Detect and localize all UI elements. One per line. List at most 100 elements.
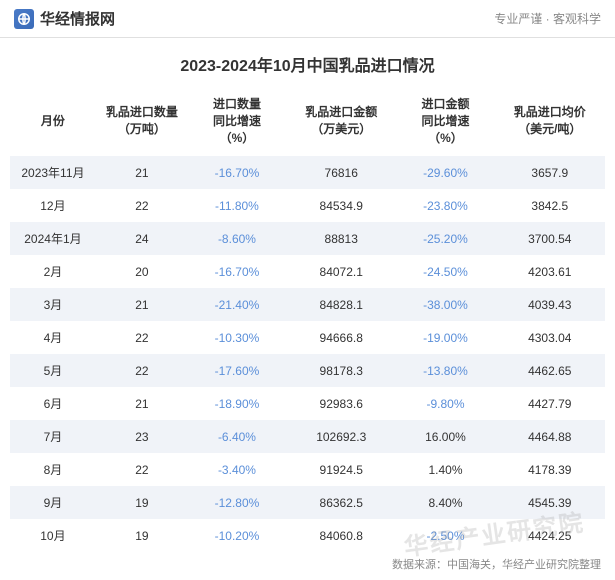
cell-val: 102692.3	[286, 420, 396, 453]
table-row: 12月22-11.80%84534.9-23.80%3842.5	[10, 189, 605, 222]
cell-avg: 4203.61	[495, 255, 605, 288]
cell-val: 92983.6	[286, 387, 396, 420]
cell-val-yoy: -9.80%	[396, 387, 494, 420]
cell-qty-yoy: -16.70%	[188, 255, 286, 288]
cell-qty-yoy: -3.40%	[188, 453, 286, 486]
cell-qty: 21	[96, 288, 188, 321]
cell-qty: 22	[96, 321, 188, 354]
cell-qty-yoy: -17.60%	[188, 354, 286, 387]
cell-month: 10月	[10, 519, 96, 552]
table-row: 7月23-6.40%102692.316.00%4464.88	[10, 420, 605, 453]
cell-month: 8月	[10, 453, 96, 486]
cell-qty-yoy: -21.40%	[188, 288, 286, 321]
cell-val-yoy: -38.00%	[396, 288, 494, 321]
cell-val: 98178.3	[286, 354, 396, 387]
cell-val: 84534.9	[286, 189, 396, 222]
cell-avg: 4178.39	[495, 453, 605, 486]
cell-qty-yoy: -11.80%	[188, 189, 286, 222]
cell-val: 76816	[286, 156, 396, 189]
cell-qty: 22	[96, 189, 188, 222]
cell-month: 2024年1月	[10, 222, 96, 255]
table-row: 2月20-16.70%84072.1-24.50%4203.61	[10, 255, 605, 288]
cell-val: 91924.5	[286, 453, 396, 486]
col-header-val: 乳品进口金额（万美元）	[286, 86, 396, 156]
cell-qty-yoy: -12.80%	[188, 486, 286, 519]
cell-qty: 19	[96, 486, 188, 519]
cell-val-yoy: -2.50%	[396, 519, 494, 552]
cell-month: 5月	[10, 354, 96, 387]
col-header-qty: 乳品进口数量（万吨）	[96, 86, 188, 156]
cell-avg: 4303.04	[495, 321, 605, 354]
cell-avg: 3842.5	[495, 189, 605, 222]
table-header-row: 月份 乳品进口数量（万吨） 进口数量同比增速（%） 乳品进口金额（万美元） 进口…	[10, 86, 605, 156]
chart-title: 2023-2024年10月中国乳品进口情况	[0, 38, 615, 86]
table-row: 8月22-3.40%91924.51.40%4178.39	[10, 453, 605, 486]
cell-qty-yoy: -18.90%	[188, 387, 286, 420]
cell-avg: 4462.65	[495, 354, 605, 387]
cell-qty: 21	[96, 156, 188, 189]
cell-qty-yoy: -10.30%	[188, 321, 286, 354]
cell-avg: 4427.79	[495, 387, 605, 420]
cell-qty: 22	[96, 453, 188, 486]
cell-val-yoy: -23.80%	[396, 189, 494, 222]
cell-val: 86362.5	[286, 486, 396, 519]
header: 华经情报网 专业严谨 · 客观科学	[0, 0, 615, 38]
cell-month: 9月	[10, 486, 96, 519]
table-row: 6月21-18.90%92983.6-9.80%4427.79	[10, 387, 605, 420]
cell-qty: 20	[96, 255, 188, 288]
cell-val-yoy: -19.00%	[396, 321, 494, 354]
cell-val-yoy: -13.80%	[396, 354, 494, 387]
cell-qty-yoy: -8.60%	[188, 222, 286, 255]
tagline: 专业严谨 · 客观科学	[494, 10, 601, 27]
cell-qty: 21	[96, 387, 188, 420]
brand-name: 华经情报网	[40, 8, 115, 29]
cell-month: 2023年11月	[10, 156, 96, 189]
table-row: 10月19-10.20%84060.8-2.50%4424.25	[10, 519, 605, 552]
cell-qty: 22	[96, 354, 188, 387]
cell-qty-yoy: -6.40%	[188, 420, 286, 453]
table-row: 2023年11月21-16.70%76816-29.60%3657.9	[10, 156, 605, 189]
cell-val: 84072.1	[286, 255, 396, 288]
cell-avg: 3657.9	[495, 156, 605, 189]
cell-month: 7月	[10, 420, 96, 453]
cell-val-yoy: 16.00%	[396, 420, 494, 453]
cell-val: 94666.8	[286, 321, 396, 354]
cell-val-yoy: 8.40%	[396, 486, 494, 519]
cell-val-yoy: 1.40%	[396, 453, 494, 486]
data-source: 数据来源：中国海关，华经产业研究院整理	[392, 556, 601, 572]
cell-val: 84060.8	[286, 519, 396, 552]
cell-val: 88813	[286, 222, 396, 255]
brand: 华经情报网	[14, 8, 115, 29]
cell-month: 6月	[10, 387, 96, 420]
cell-qty-yoy: -16.70%	[188, 156, 286, 189]
cell-month: 4月	[10, 321, 96, 354]
col-header-month: 月份	[10, 86, 96, 156]
cell-qty-yoy: -10.20%	[188, 519, 286, 552]
data-table: 月份 乳品进口数量（万吨） 进口数量同比增速（%） 乳品进口金额（万美元） 进口…	[10, 86, 605, 552]
cell-val: 84828.1	[286, 288, 396, 321]
cell-val-yoy: -24.50%	[396, 255, 494, 288]
col-header-avg: 乳品进口均价（美元/吨）	[495, 86, 605, 156]
cell-avg: 4424.25	[495, 519, 605, 552]
cell-qty: 19	[96, 519, 188, 552]
cell-qty: 24	[96, 222, 188, 255]
table-row: 9月19-12.80%86362.58.40%4545.39	[10, 486, 605, 519]
cell-month: 3月	[10, 288, 96, 321]
cell-month: 12月	[10, 189, 96, 222]
table-row: 2024年1月24-8.60%88813-25.20%3700.54	[10, 222, 605, 255]
table-row: 5月22-17.60%98178.3-13.80%4462.65	[10, 354, 605, 387]
table-container: 月份 乳品进口数量（万吨） 进口数量同比增速（%） 乳品进口金额（万美元） 进口…	[0, 86, 615, 552]
table-row: 4月22-10.30%94666.8-19.00%4303.04	[10, 321, 605, 354]
col-header-val-yoy: 进口金额同比增速（%）	[396, 86, 494, 156]
cell-qty: 23	[96, 420, 188, 453]
col-header-qty-yoy: 进口数量同比增速（%）	[188, 86, 286, 156]
cell-month: 2月	[10, 255, 96, 288]
table-row: 3月21-21.40%84828.1-38.00%4039.43	[10, 288, 605, 321]
brand-icon	[14, 9, 34, 29]
cell-avg: 3700.54	[495, 222, 605, 255]
cell-avg: 4545.39	[495, 486, 605, 519]
cell-val-yoy: -29.60%	[396, 156, 494, 189]
cell-val-yoy: -25.20%	[396, 222, 494, 255]
cell-avg: 4039.43	[495, 288, 605, 321]
cell-avg: 4464.88	[495, 420, 605, 453]
